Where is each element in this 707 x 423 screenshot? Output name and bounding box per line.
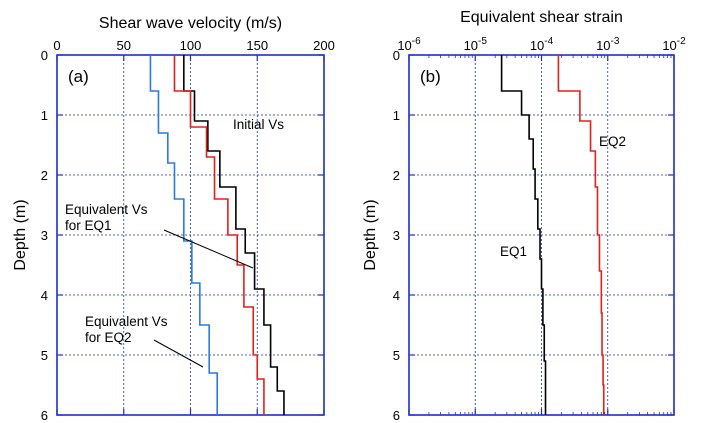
y-tick-label: 1 [393,108,400,123]
y-tick-label: 0 [41,48,48,63]
x-tick-base: 10 [662,38,676,53]
x-tick-exp: -6 [412,36,421,47]
annotation-3: Equivalent Vs for EQ2 [85,314,168,345]
y-axis-title: Depth (m) [362,199,379,270]
series-line-1 [183,55,285,415]
panel-label: (a) [68,67,89,86]
x-tick-label: 10-2 [662,36,686,53]
annotation-2: EQ1 [500,244,527,259]
annotation-leader [163,229,254,269]
x-tick-label: 150 [246,38,268,53]
x-tick-label: 200 [313,38,335,53]
y-tick-label: 5 [41,348,48,363]
x-tick-label: 10-4 [530,36,554,53]
annotation-line: Equivalent Vs [85,314,168,329]
y-tick-label: 6 [41,408,48,423]
annotation-line: for EQ1 [65,218,112,233]
annotation-line: EQ2 [599,134,626,149]
panel-label: (b) [420,67,441,86]
x-tick-exp: -5 [478,36,487,47]
x-tick-label: 10-5 [464,36,488,53]
x-tick-label: 10-6 [397,36,421,53]
annotation-line: Equivalent Vs [65,202,148,217]
x-tick-exp: -2 [677,36,686,47]
x-tick-exp: -4 [544,36,553,47]
x-tick-label: 10-3 [596,36,620,53]
y-tick-label: 4 [41,288,48,303]
y-tick-label: 2 [393,168,400,183]
annotation-1: Initial Vs [233,117,284,132]
x-tick-base: 10 [530,38,544,53]
annotation-line: for EQ2 [85,330,132,345]
y-tick-label: 6 [393,408,400,423]
annotation-2: Equivalent Vs for EQ1 [65,202,148,233]
x-tick-exp: -3 [611,36,620,47]
series-line-1 [500,55,547,415]
annotation-line: EQ1 [500,244,527,259]
y-tick-label: 3 [393,228,400,243]
x-tick-base: 10 [596,38,610,53]
panel-a: 0 50 100 150 200 0 1 2 3 4 5 6 Shear wave velocity (… [12,15,335,423]
y-tick-label: 0 [393,48,400,63]
y-axis-title: Depth (m) [12,199,29,270]
y-tick-label: 5 [393,348,400,363]
x-tick-label: 0 [53,38,60,53]
x-tick-label: 50 [117,38,131,53]
annotation-leader [153,339,204,368]
y-tick-label: 4 [393,288,400,303]
x-axis-title: Shear wave velocity (m/s) [99,15,282,32]
y-tick-label: 1 [41,108,48,123]
x-tick-base: 10 [464,38,478,53]
y-tick-label: 3 [41,228,48,243]
x-tick-label: 100 [180,38,202,53]
series-line-2 [557,55,605,415]
annotation-line: Initial Vs [233,117,284,132]
x-axis-title: Equivalent shear strain [460,9,623,26]
x-tick-base: 10 [397,38,411,53]
series-line-3 [149,55,218,415]
y-tick-label: 2 [41,168,48,183]
series-line-2 [173,55,265,415]
annotation-1: EQ2 [599,134,626,149]
